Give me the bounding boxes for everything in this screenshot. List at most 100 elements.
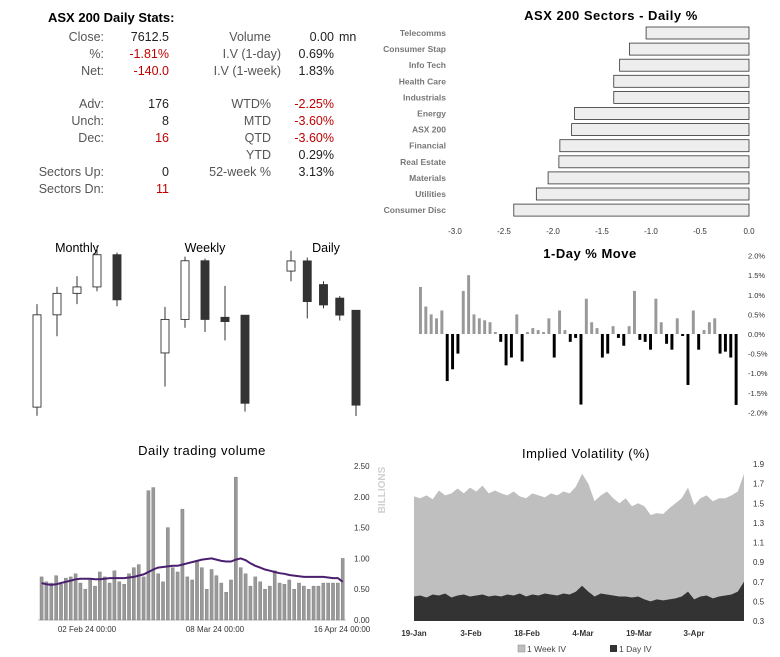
volume-tick-label: 0.50 <box>354 585 370 594</box>
sector-tick-label: 0.0 <box>743 227 755 236</box>
move-bar <box>493 332 497 334</box>
sector-tick-label: -2.0 <box>546 227 560 236</box>
move-bar <box>542 332 545 334</box>
volume-bar <box>209 569 214 621</box>
sector-bar <box>571 123 750 136</box>
volume-bar <box>68 576 73 621</box>
sector-label: Telecomms <box>400 28 446 38</box>
move-bar <box>515 314 519 334</box>
move-tick-label: -0.5% <box>748 350 768 359</box>
ytd-label: YTD <box>246 148 271 162</box>
move-bar <box>734 334 738 405</box>
move-bar <box>633 290 636 334</box>
sector-bar <box>619 58 750 72</box>
sector-label: Real Estate <box>400 157 446 167</box>
volume-bar <box>234 476 238 621</box>
volume-bar <box>49 582 54 621</box>
volume-bar <box>175 571 180 621</box>
volume-bar <box>321 582 326 621</box>
volume-bar <box>146 490 151 621</box>
iv-x-label: 4-Mar <box>572 629 593 638</box>
volume-bar <box>59 584 63 621</box>
qtd-label: QTD <box>244 131 271 145</box>
sector-bar <box>574 107 750 120</box>
volume-bar <box>195 561 199 621</box>
candle-body <box>220 316 230 322</box>
candle-label-weekly: Weekly <box>185 241 227 255</box>
sectors-dn-value: 11 <box>156 182 169 196</box>
move-bar <box>723 334 727 352</box>
iv-tick-label: 1.9 <box>753 460 765 469</box>
daily-stats-panel: ASX 200 Daily Stats: Close: 7612.5 %: -1… <box>0 0 380 230</box>
move-bar <box>606 334 610 354</box>
legend-week: 1 Week IV <box>527 644 566 654</box>
move-bar <box>654 298 658 334</box>
volume-x-label: 02 Feb 24 00:00 <box>58 625 117 634</box>
move-bar <box>547 318 551 334</box>
volume-bar <box>102 576 107 621</box>
move-bar <box>600 334 604 358</box>
move-bar <box>616 334 620 338</box>
ytd-value: 0.29% <box>298 148 334 162</box>
sector-bar <box>513 203 750 217</box>
mtd-label: MTD <box>243 114 271 128</box>
legend-day: 1 Day IV <box>619 644 652 654</box>
move-bar <box>691 310 695 334</box>
move-bar <box>675 318 679 334</box>
move-bar <box>504 334 508 366</box>
volume-bar <box>39 576 44 621</box>
volume-bar <box>214 575 219 621</box>
close-value: 7612.5 <box>130 30 169 44</box>
move-bar <box>531 328 535 334</box>
sector-bar <box>535 187 750 201</box>
move-tick-label: -1.0% <box>748 369 768 378</box>
sector-label: Utilities <box>415 189 446 199</box>
iv-week-area <box>414 473 744 621</box>
dec-label: Dec: <box>78 131 104 145</box>
move-bar <box>558 310 562 334</box>
move-bar <box>584 298 588 334</box>
adv-label: Adv: <box>78 97 104 111</box>
move-bar <box>488 322 492 334</box>
candle-body <box>302 260 312 302</box>
move-bar <box>670 334 674 350</box>
volume-tick-label: 0.00 <box>354 616 370 625</box>
volume-bar <box>122 584 126 621</box>
move-bar <box>445 334 449 382</box>
candle-body <box>319 284 328 306</box>
sector-bar <box>559 139 750 153</box>
volume-bar <box>238 567 243 621</box>
iv-tick-label: 0.7 <box>753 578 765 587</box>
volume-bar <box>292 589 296 621</box>
volume-bar <box>64 577 68 621</box>
candle-label-monthly: Monthly <box>55 241 100 255</box>
move-bar <box>649 334 652 350</box>
move-bar <box>622 334 626 346</box>
volume-bar <box>268 585 272 621</box>
move-bar <box>472 314 476 334</box>
move-bar <box>456 334 460 354</box>
sectors-dn-label: Sectors Dn: <box>38 182 104 196</box>
sector-tick-label: -1.5 <box>595 227 609 236</box>
volume-ylabel: BILLIONS <box>377 466 388 513</box>
volume-bar <box>166 527 170 621</box>
candle-body <box>351 309 361 406</box>
move-bar <box>419 286 422 334</box>
move-bar <box>574 334 578 338</box>
sector-label: Materials <box>409 173 446 183</box>
move-bar <box>665 334 669 344</box>
move-bar <box>477 318 481 334</box>
volume-bar <box>200 567 204 621</box>
sector-label: Energy <box>417 109 446 119</box>
move-bar <box>435 318 438 334</box>
candlestick-chart: Monthly Weekly Daily <box>32 241 361 416</box>
sector-label: ASX 200 <box>412 125 446 135</box>
unch-label: Unch: <box>71 114 104 128</box>
move-bar <box>713 318 717 334</box>
implied-volatility-chart: Implied Volatility (%) 1.9 1.7 1.5 1.3 1.1 0.… <box>401 446 764 654</box>
candle-body <box>240 314 250 404</box>
sector-tick-label: -2.5 <box>497 227 511 236</box>
sector-bar <box>547 171 750 185</box>
candle-body <box>335 297 345 316</box>
